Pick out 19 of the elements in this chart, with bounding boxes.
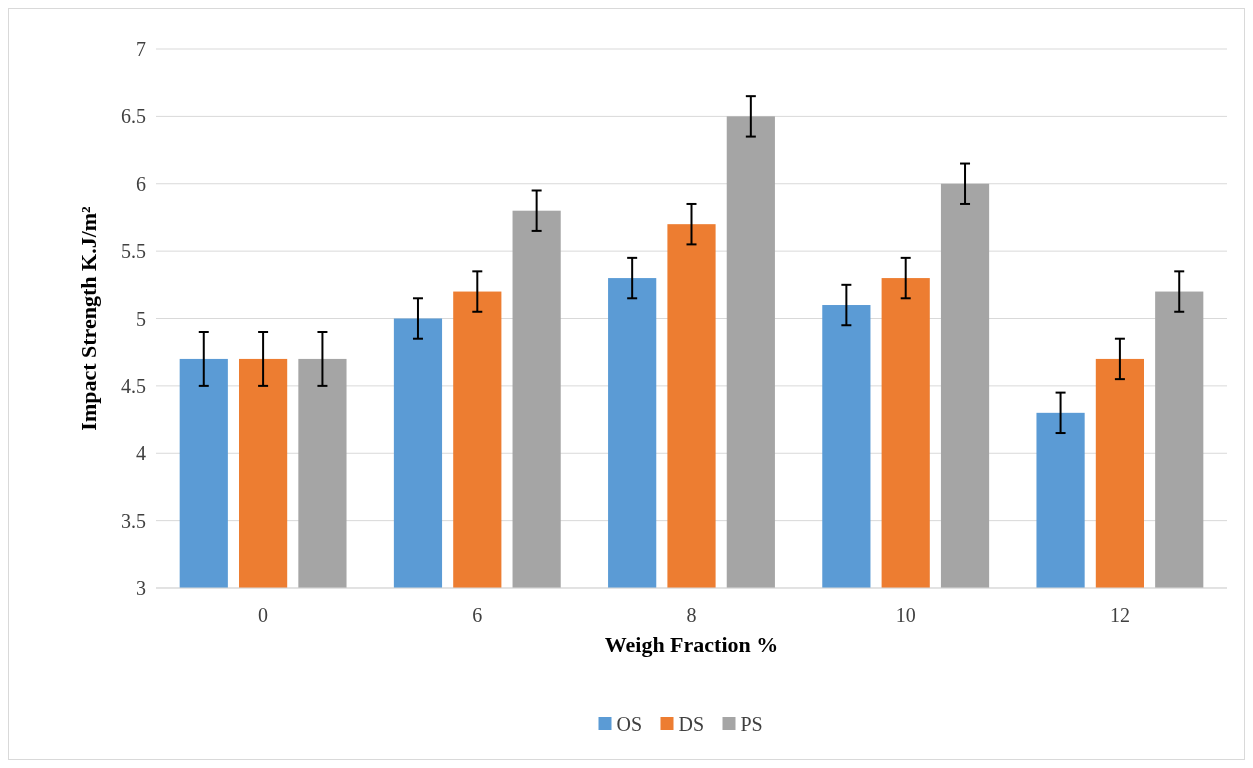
y-tick-label: 5 <box>136 307 146 330</box>
y-tick-label: 7 <box>136 38 146 60</box>
x-tick-label: 10 <box>895 604 916 626</box>
legend-label: OS <box>616 713 643 735</box>
x-tick-label: 6 <box>472 604 483 626</box>
y-tick-label: 6.5 <box>121 105 146 128</box>
x-tick-label: 12 <box>1109 604 1130 626</box>
x-axis-title: Weigh Fraction % <box>604 632 779 657</box>
y-tick-label: 4.5 <box>121 374 146 397</box>
y-tick-label: 4 <box>136 442 146 465</box>
x-tick-label: 8 <box>686 604 697 626</box>
y-axis-title: Impact Strength K.J/m² <box>76 205 101 431</box>
legend-label: PS <box>740 713 763 735</box>
y-tick-label: 5.5 <box>121 240 146 263</box>
y-tick-label: 3.5 <box>121 509 146 532</box>
y-tick-label: 6 <box>136 172 146 195</box>
x-tick-label: 0 <box>258 604 269 626</box>
y-tick-label: 3 <box>136 577 146 599</box>
legend-label: DS <box>678 713 705 735</box>
